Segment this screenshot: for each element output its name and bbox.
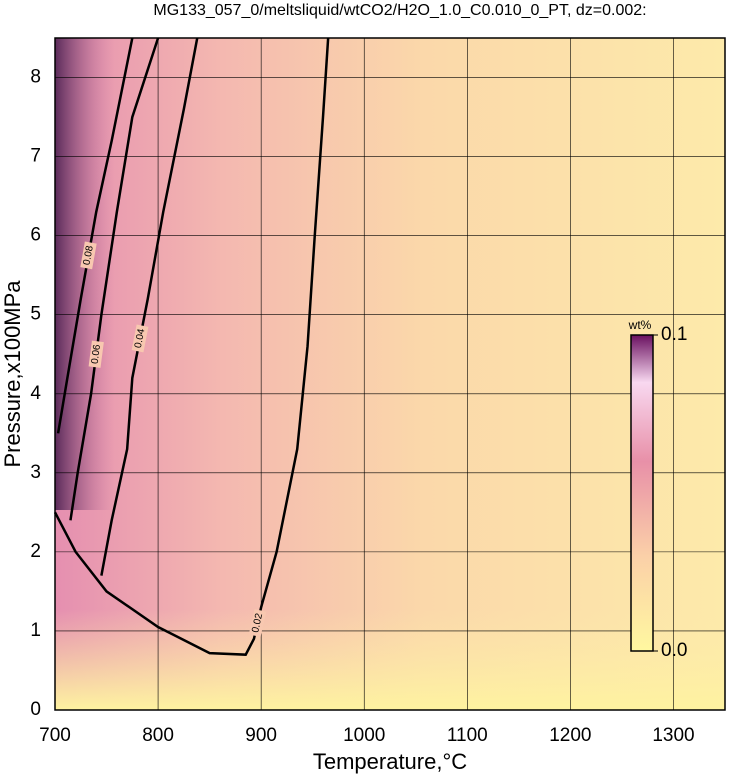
- contour-label: 0.08: [82, 244, 96, 266]
- y-tick-label: 0: [30, 699, 41, 720]
- colorbar-label: wt%: [628, 318, 652, 332]
- y-tick-label: 5: [30, 304, 41, 325]
- colorbar: wt% 0.0 0.1: [628, 318, 688, 661]
- y-tick-label: 4: [30, 383, 41, 404]
- y-tick-label: 1: [30, 620, 41, 641]
- contour-label-group: 0.02: [248, 609, 267, 638]
- x-tick-label: 800: [142, 725, 174, 746]
- contour-label: 0.02: [250, 612, 265, 634]
- contour-label-group: 0.06: [88, 340, 104, 368]
- colorbar-tick-label: 0.1: [661, 324, 687, 345]
- y-tick-label: 2: [30, 541, 41, 562]
- contour-label-bg: [88, 340, 104, 368]
- y-axis-label: Pressure,x100MPa: [0, 280, 25, 468]
- x-tick-label: 1000: [343, 725, 385, 746]
- x-axis-label: Temperature,°C: [313, 749, 467, 774]
- y-tick-label: 7: [30, 146, 41, 167]
- contour-label-bg: [248, 609, 267, 638]
- x-tick-label: 1300: [652, 725, 694, 746]
- contour-label-group: 0.04: [131, 324, 149, 353]
- x-tick-label: 700: [39, 725, 71, 746]
- x-tick-label: 1200: [549, 725, 591, 746]
- y-tick-label: 8: [30, 67, 41, 88]
- y-tick-label: 6: [30, 225, 41, 246]
- x-tick-label: 900: [245, 725, 277, 746]
- x-tick-label: 1100: [447, 725, 488, 746]
- contour-label-bg: [80, 241, 97, 270]
- contour-label-group: 0.08: [80, 241, 97, 270]
- colorbar-tick-label: 0.0: [661, 640, 687, 661]
- contour-label: 0.06: [90, 343, 103, 364]
- y-tick-label: 3: [30, 462, 41, 483]
- colorbar-scale: [630, 334, 654, 652]
- chart-title: MG133_057_0/meltsliquid/wtCO2/H2O_1.0_C0…: [153, 2, 646, 19]
- background-shade: [55, 38, 725, 710]
- contour-label: 0.04: [133, 327, 148, 349]
- plot-area: 0.02 0.04 0.06 0.08: [53, 37, 726, 711]
- contour-line: [69, 37, 160, 521]
- contour-label-bg: [131, 324, 149, 353]
- plot-frame: [54, 37, 726, 711]
